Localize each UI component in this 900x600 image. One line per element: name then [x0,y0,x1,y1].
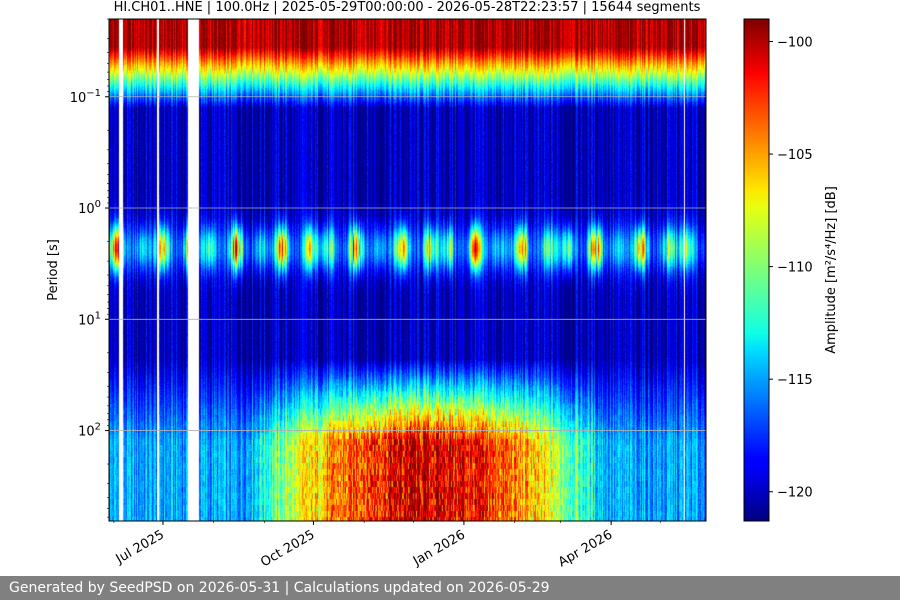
x-tick-label: Oct 2025 [258,527,317,570]
colorbar-tick-label: −115 [777,373,813,388]
chart-title: HI.CH01..HNE | 100.0Hz | 2025-05-29T00:0… [114,0,701,15]
footer-status: Generated by SeedPSD on 2026-05-31 | Cal… [0,576,900,600]
x-axis: Jul 2025 Oct 2025 Jan 2026 Apr 2026 [113,521,661,570]
x-tick-label: Jan 2026 [410,527,468,569]
colorbar-label: Amplitude [m²/s⁴/Hz] [dB] [824,186,839,354]
x-tick-label: Jul 2025 [113,527,167,567]
y-tick-label: 10−1 [70,88,101,106]
y-tick-label: 102 [78,422,101,440]
plot-frame [108,18,707,522]
y-tick-label: 100 [78,199,101,217]
colorbar-tick-label: −105 [777,148,813,163]
y-axis-label: Period [s] [46,239,61,301]
spectrogram-heatmap [109,19,706,521]
y-axis: 10−1 100 101 102 [70,18,109,518]
x-tick-label: Apr 2026 [556,527,615,570]
colorbar-tick-label: −100 [777,36,813,51]
colorbar-tick-label: −120 [777,486,813,501]
grid-lines [109,96,706,431]
psd-chart: HI.CH01..HNE | 100.0Hz | 2025-05-29T00:0… [46,0,839,570]
colorbar-tick-label: −110 [777,261,813,276]
colorbar [743,18,770,522]
y-tick-label: 101 [78,310,101,328]
colorbar-ticks: −100 −105 −110 −115 −120 [769,36,813,501]
